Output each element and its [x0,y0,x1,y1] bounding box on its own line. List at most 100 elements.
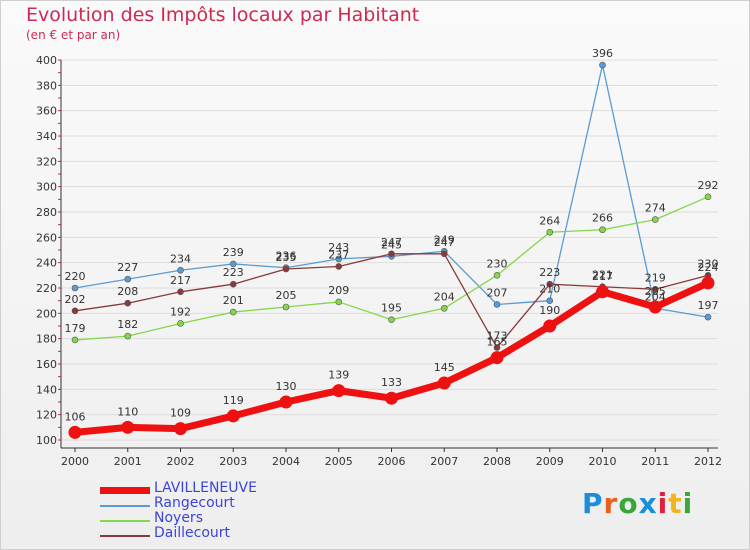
y-tick-label: 340 [36,130,57,143]
data-label: 197 [698,299,719,312]
data-label: 109 [170,407,191,420]
grid-lines [61,59,718,441]
data-point [493,301,501,308]
data-label: 235 [276,251,297,264]
data-point [68,425,82,439]
data-point [332,384,346,398]
data-point [229,260,237,268]
legend-swatch [100,505,150,507]
data-point [335,255,343,263]
data-label: 230 [698,257,719,270]
data-point [543,319,557,333]
data-point [282,303,290,311]
y-tick-label: 360 [36,105,57,118]
data-label: 219 [645,271,666,284]
brand-letter: i [657,487,669,520]
data-label: 205 [645,285,666,298]
y-tick-label: 200 [36,307,57,320]
data-point [124,275,132,283]
data-point [71,307,79,315]
y-tick-label: 280 [36,206,57,219]
data-label: 266 [592,212,613,225]
data-label: 195 [381,302,402,315]
data-label: 247 [381,236,402,249]
legend-label: Noyers [154,510,203,526]
x-tick-label: 2007 [430,455,458,468]
data-label: 204 [645,290,666,303]
data-point [651,285,659,293]
y-tick-label: 140 [36,383,57,396]
legend-swatch [100,520,150,522]
data-label: 190 [539,304,560,317]
data-label: 179 [65,322,86,335]
data-point [490,351,504,365]
data-label: 234 [170,252,191,265]
data-point [493,272,501,279]
data-label: 396 [592,47,613,60]
data-point [229,280,237,288]
x-tick-label: 2011 [641,455,669,468]
y-tick-label: 100 [36,434,57,447]
data-labels: 220 227 234 239 236 243 245 249 207 210 396 204 197 1… [65,47,719,423]
data-point [282,265,290,273]
data-point [229,308,237,316]
brand-logo: Proxiti [582,487,693,520]
x-tick-label: 2012 [694,455,722,468]
data-point [437,376,451,390]
data-point [651,216,659,223]
data-label: 133 [381,376,402,389]
chart-subtitle: (en € et par an) [26,28,121,42]
data-point [385,391,398,405]
x-tick-label: 2009 [536,455,564,468]
y-tick-label: 400 [36,54,57,67]
data-point [440,304,448,312]
data-label: 224 [698,261,719,274]
x-tick-label: 2000 [61,455,89,468]
x-tick-label: 2002 [167,455,195,468]
data-label: 173 [487,330,508,343]
data-label: 217 [592,270,613,283]
y-tick-label: 160 [36,358,57,371]
legend-label: Daillecourt [154,525,231,541]
data-point [599,226,606,234]
data-label: 237 [328,248,349,261]
data-label: 223 [539,266,560,279]
brand-letter: o [618,487,639,520]
data-label: 274 [645,202,666,215]
data-point [648,300,662,314]
data-point [440,250,448,258]
data-label: 221 [592,269,613,282]
data-label: 208 [117,285,138,298]
chart-title: Evolution des Impôts locaux par Habitant [26,4,420,26]
data-point [704,193,712,201]
data-point [177,288,184,296]
y-tick-label: 220 [36,282,57,295]
y-tick-label: 180 [36,333,57,346]
data-label: 207 [487,286,508,299]
data-point [121,420,135,434]
data-label: 182 [117,318,138,331]
data-label: 119 [223,394,244,407]
data-point [174,422,187,436]
legend-swatch [100,487,150,494]
data-point [701,276,715,290]
data-point [596,285,609,299]
data-label: 227 [117,261,138,274]
data-label: 210 [539,283,560,296]
brand-letter: x [638,487,658,520]
data-label: 292 [698,179,719,192]
series-line-daillecourt [74,253,709,349]
data-label: 220 [65,270,86,283]
data-point [177,320,184,327]
data-point [546,280,554,288]
data-label: 239 [223,246,244,259]
y-tick-label: 320 [36,155,57,168]
data-label: 249 [434,233,455,246]
x-tick-label: 2003 [219,455,247,468]
data-label: 139 [328,369,349,382]
series-lines [68,61,715,439]
data-label: 243 [328,241,349,254]
data-point [71,336,79,344]
data-point [279,395,293,409]
